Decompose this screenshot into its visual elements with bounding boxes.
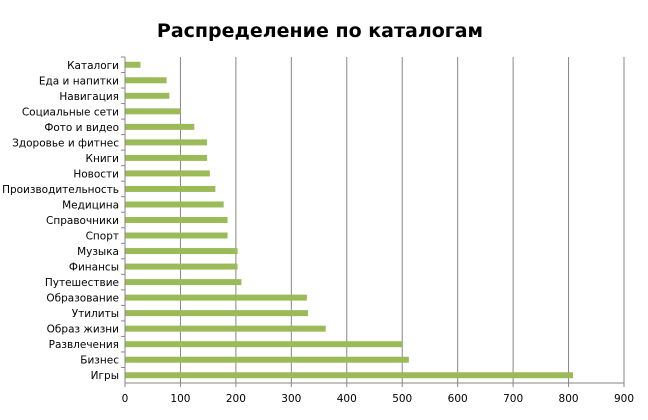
category-label: Игры [91,370,119,382]
x-tick-label: 200 [226,393,246,405]
bar [125,356,409,363]
bar [125,170,210,177]
bar [125,248,238,255]
category-label: Развлечения [49,339,119,351]
x-tick-label: 900 [614,393,634,405]
x-tick-label: 0 [122,393,129,405]
category-label: Социальные сети [22,106,119,118]
bar [125,185,216,192]
bar [125,279,242,286]
category-label: Фото и видео [44,122,119,134]
category-label: Финансы [69,262,119,274]
bar [125,232,228,239]
category-label: Образ жизни [47,324,119,336]
category-label: Утилиты [72,308,119,320]
bar [125,310,308,317]
bar [125,139,208,146]
x-tick-label: 100 [170,393,190,405]
bar [125,294,307,301]
tick-labels: 0 100 200 300 400 500 600 700 800 900 [122,393,634,405]
x-tick-label: 800 [559,393,579,405]
bar [125,263,238,270]
category-label: Бизнес [80,355,119,367]
x-tick-label: 700 [503,393,523,405]
bar [125,61,141,68]
x-tick-label: 500 [392,393,412,405]
category-label: Еда и напитки [39,75,119,87]
bar [125,372,573,379]
category-label: Образование [46,293,119,305]
category-label: Музыка [77,246,119,258]
bar [125,217,228,223]
category-label: Справочники [46,215,119,227]
x-tick-label: 300 [281,393,301,405]
bar [125,92,170,99]
category-label: Путешествие [45,277,119,289]
category-label: Медицина [62,199,119,211]
category-label: Производительность [2,184,119,196]
category-label: Новости [73,168,119,180]
category-label: Книги [86,153,119,165]
category-label: Спорт [86,231,119,243]
bar [125,123,195,130]
x-tick-label: 400 [337,393,357,405]
bar [125,77,167,84]
category-label: Здоровье и фитнес [12,137,119,149]
axes [121,56,625,387]
category-label: Каталоги [67,60,119,72]
chart-title: Распределение по каталогам [157,20,483,42]
category-label: Навигация [59,91,119,103]
bar [125,201,224,208]
bar [125,341,403,348]
x-tick-label: 600 [448,393,468,405]
gridlines [179,57,625,383]
bar [125,325,326,332]
bar [125,154,208,161]
category-labels: Каталоги Еда и напитки Навигация Социальные… [2,60,119,382]
bar [125,108,181,115]
bars [125,61,573,379]
